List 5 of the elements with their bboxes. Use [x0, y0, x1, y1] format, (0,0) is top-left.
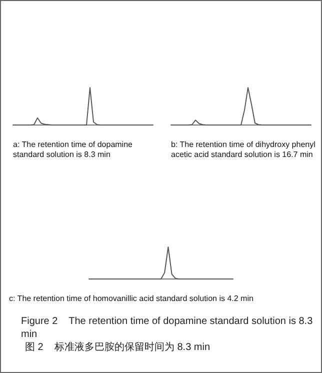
text: c: The retention time of homovanillic acid standard solution is 4.2 min	[9, 294, 254, 304]
text: b: The retention time of dihydroxy phenyl acetic acid standard solution is 16.7 min	[171, 140, 316, 160]
caption: Figure 2 The retention time of dopamine standard solution is 8.3 min	[21, 315, 314, 341]
caption: 图 2 标准液多巴胺的保留时间为 8.3 min	[24, 341, 212, 354]
text: a: The retention time of dopamine standard solution is 8.3 min	[13, 140, 134, 160]
